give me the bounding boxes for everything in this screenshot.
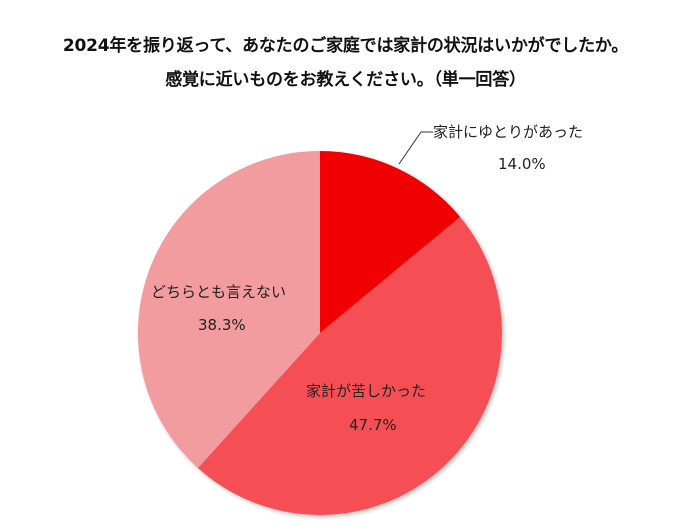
leader-line: [398, 131, 433, 165]
pie-slice-dochira: [137, 150, 320, 468]
slice-label-yutori: 家計にゆとりがあった: [433, 123, 584, 141]
slice-value-yutori: 14.0%: [498, 155, 546, 173]
chart-title-line-1: 2024年を振り返って、あなたのご家庭では家計の状況はいかがでしたか。: [62, 36, 629, 56]
slice-label-kurushii: 家計が苦しかった: [306, 382, 427, 400]
pie-slice-kurushii: [197, 217, 502, 515]
slice-value-kurushii: 47.7%: [349, 416, 397, 434]
slice-value-dochira: 38.3%: [198, 316, 246, 334]
chart-title-line-2: 感覚に近いものをお教えください。（単一回答）: [165, 70, 526, 90]
pie-slice-yutori: [320, 151, 461, 333]
slice-label-dochira: どちらとも言えない: [151, 283, 287, 301]
